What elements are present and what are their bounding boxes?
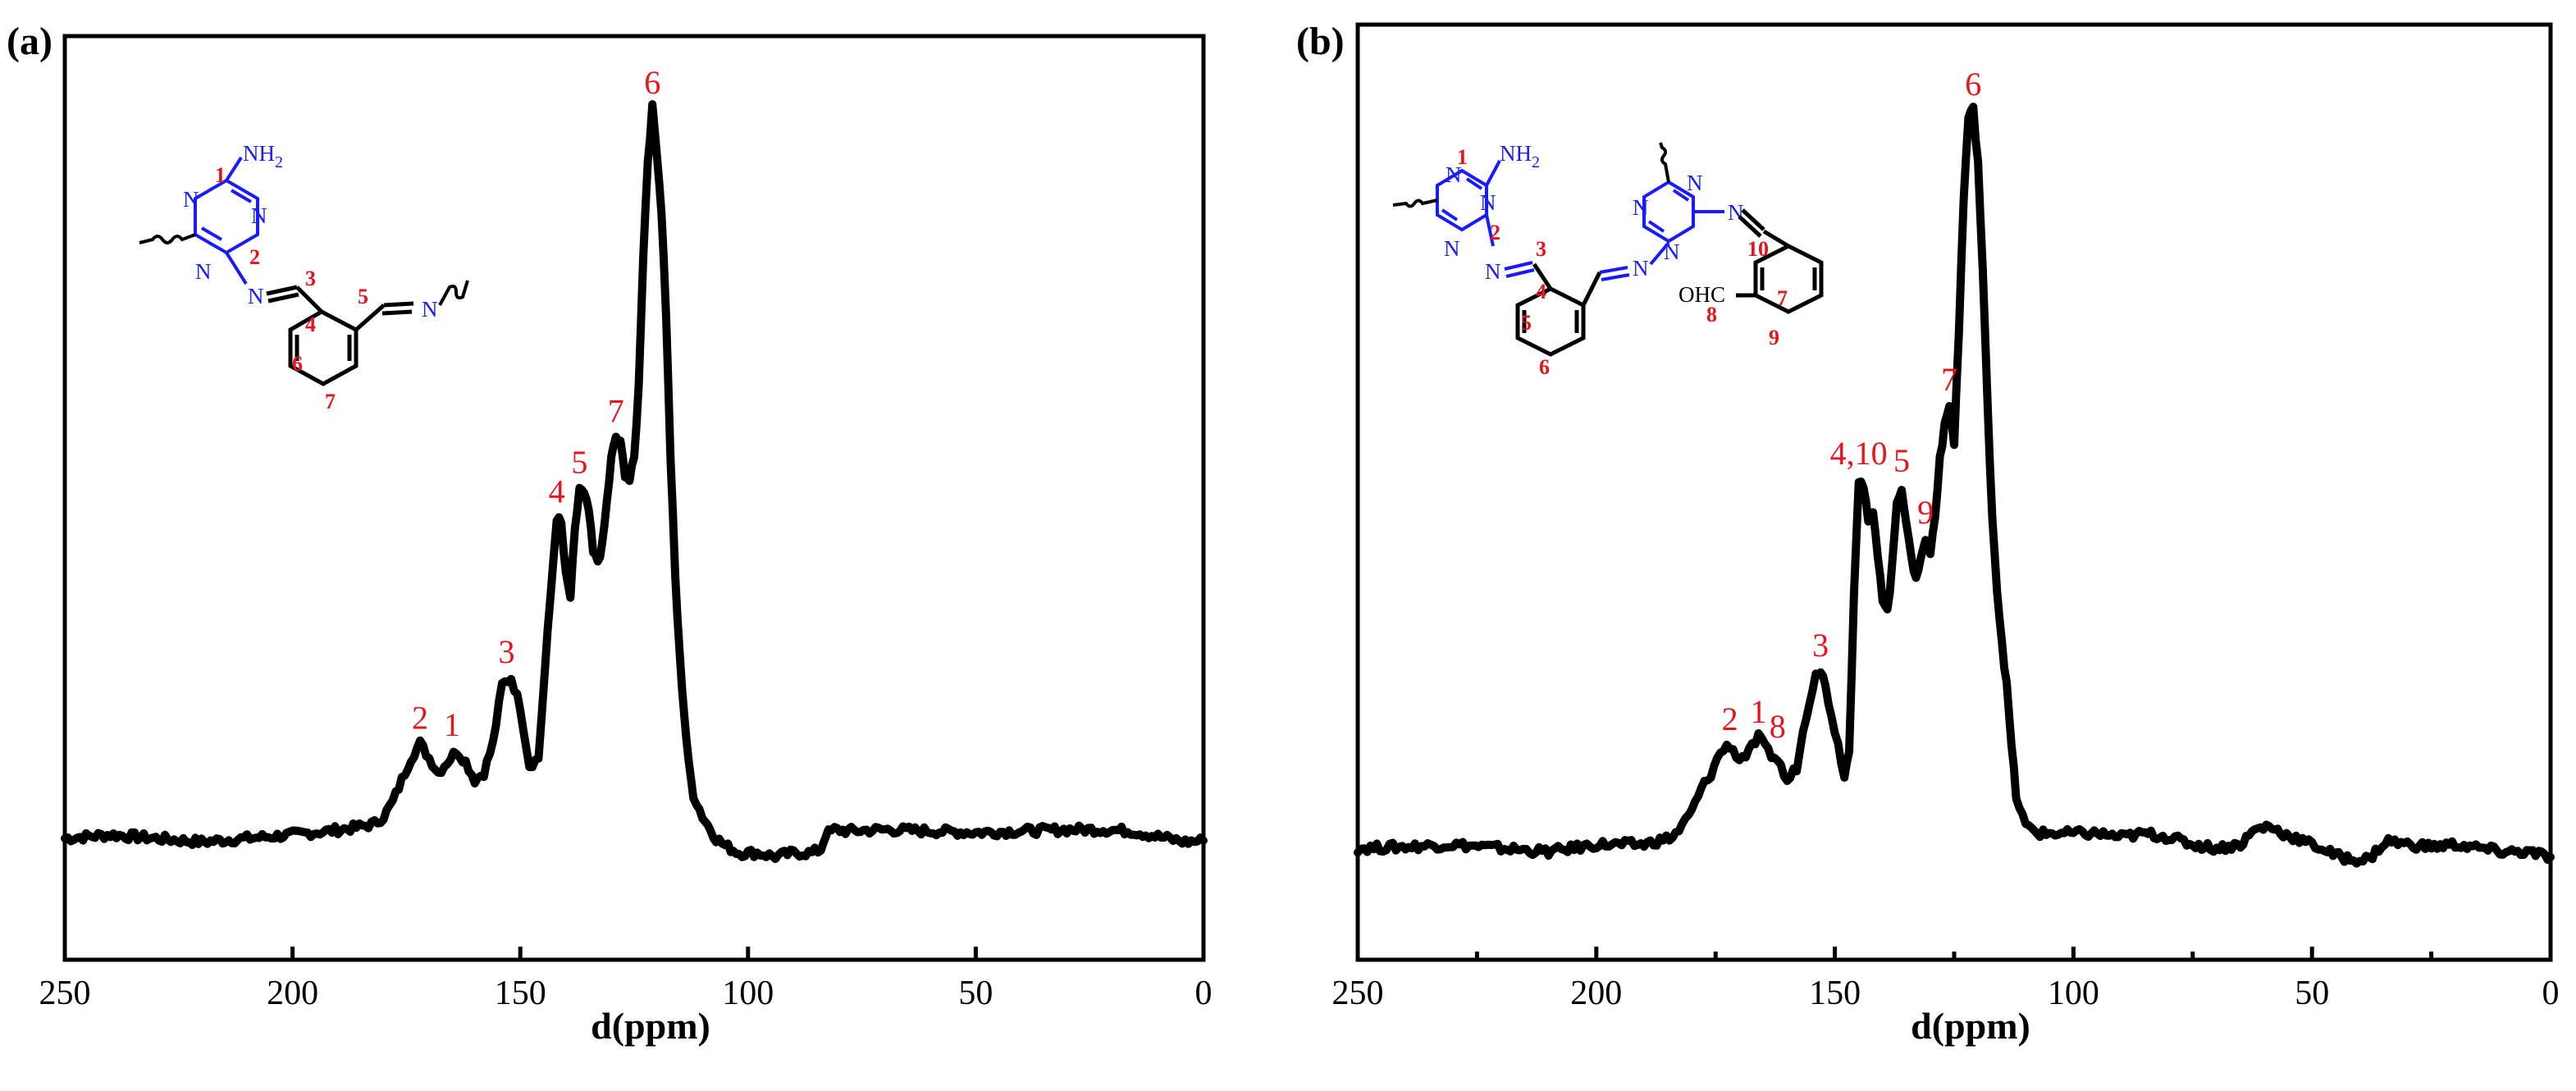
imine-n-atom: N (1633, 256, 1649, 281)
ring-n-atom: N (1446, 162, 1462, 187)
x-axis-title-b: d(ppm) (1911, 1005, 2030, 1047)
triazine-ring-a (194, 178, 259, 255)
carbon-number: 9 (1769, 326, 1779, 349)
ring-n-atom: N (251, 203, 267, 228)
peak-label: 5 (1893, 442, 1910, 479)
peak-labels-a: 12 3 457 6 (412, 64, 660, 743)
x-tick-label: 0 (2542, 975, 2560, 1012)
x-tick-label: 0 (1195, 975, 1213, 1012)
carbon-number: 3 (1536, 237, 1546, 261)
triazine-ring-b1 (1436, 168, 1488, 232)
carbon-number: 3 (305, 267, 316, 290)
peak-label: 6 (1965, 66, 1981, 103)
peak-label: 5 (571, 444, 587, 481)
aldehyde-label: OHC (1679, 282, 1725, 307)
ring-n-atom: N (1687, 171, 1703, 195)
x-tick-label: 150 (1809, 975, 1861, 1012)
peak-label: 1 (444, 706, 460, 743)
x-tick-label: 100 (722, 975, 774, 1012)
carbon-number: 4 (305, 313, 316, 336)
imine-n-atom: N (1485, 259, 1501, 284)
ring-n-atom: N (1664, 240, 1680, 264)
x-tick-label: 200 (267, 975, 318, 1012)
x-tick-label: 50 (2295, 975, 2329, 1012)
ring-n-atom: N (1633, 195, 1649, 220)
carbon-number: 4 (1536, 280, 1546, 304)
ring-n-atom: N (1480, 190, 1496, 215)
x-axis-ticks-a: 250 200 150 100 50 0 (39, 947, 1213, 1012)
peak-label: 4,10 (1830, 435, 1888, 472)
carbon-number: 7 (325, 390, 336, 413)
peak-label: 3 (1812, 627, 1829, 664)
carbon-number: 1 (215, 163, 226, 187)
x-tick-label: 150 (495, 975, 546, 1012)
carbon-number: 10 (1747, 237, 1769, 261)
x-axis-ticks-b: 250 200 150 100 50 0 (1332, 947, 2560, 1012)
x-tick-label: 200 (1570, 975, 1622, 1012)
polymer-link-b1 (1392, 199, 1438, 208)
imine-n-atom: N (422, 297, 438, 322)
x-tick-label: 250 (1332, 975, 1384, 1012)
carbon-number: 5 (1521, 311, 1532, 335)
polymer-link-right-a (438, 280, 469, 306)
peak-label: 2 (412, 699, 428, 736)
imine-n-atom: N (248, 284, 264, 308)
plot-frame-a (62, 34, 1206, 962)
carbon-number: 2 (1490, 221, 1500, 244)
carbon-number: 2 (249, 245, 260, 269)
carbon-number: 6 (292, 352, 303, 376)
nh2-label-a: NH2 (243, 141, 283, 171)
carbon-number: 5 (358, 285, 368, 308)
ring-n-atom: N (183, 187, 199, 212)
spectrum-line-b (1354, 103, 2555, 868)
spectrum-line-a (61, 100, 1208, 864)
peak-label: 3 (499, 633, 515, 670)
carbon-number: 6 (1539, 355, 1550, 379)
peak-label: 8 (1770, 708, 1786, 745)
chemical-structure-b: NH2 N N N N N N N N (1392, 141, 1824, 379)
x-tick-label: 50 (958, 975, 993, 1012)
carbon-number: 1 (1457, 145, 1468, 169)
x-axis-title-a: d(ppm) (591, 1005, 710, 1047)
peak-label: 7 (608, 393, 624, 430)
nh2-label-b: NH2 (1500, 141, 1540, 171)
peak-label: 4 (549, 472, 565, 509)
x-tick-label: 250 (39, 975, 91, 1012)
peak-label: 1 (1751, 693, 1767, 730)
panel-label-a: (a) (7, 20, 53, 63)
carbon-number: 7 (1777, 286, 1788, 310)
peak-label: 6 (644, 64, 660, 101)
polymer-link-left-a (139, 233, 196, 244)
peak-label: 7 (1941, 361, 1957, 398)
ring-n-atom: N (195, 259, 212, 284)
chemical-structure-a: NH2 N N N N N 1 2 3 4 (139, 141, 469, 413)
peak-label: 9 (1917, 494, 1934, 531)
peak-label: 2 (1722, 701, 1738, 737)
benzene-ring-b2 (1753, 244, 1824, 314)
x-tick-label: 100 (2048, 975, 2099, 1012)
panel-label-b: (b) (1296, 20, 1345, 63)
ring-n-atom: N (1444, 236, 1460, 261)
triazine-ring-b2 (1642, 180, 1695, 244)
carbon-number: 8 (1706, 303, 1717, 326)
polymer-link-b2 (1659, 142, 1670, 183)
